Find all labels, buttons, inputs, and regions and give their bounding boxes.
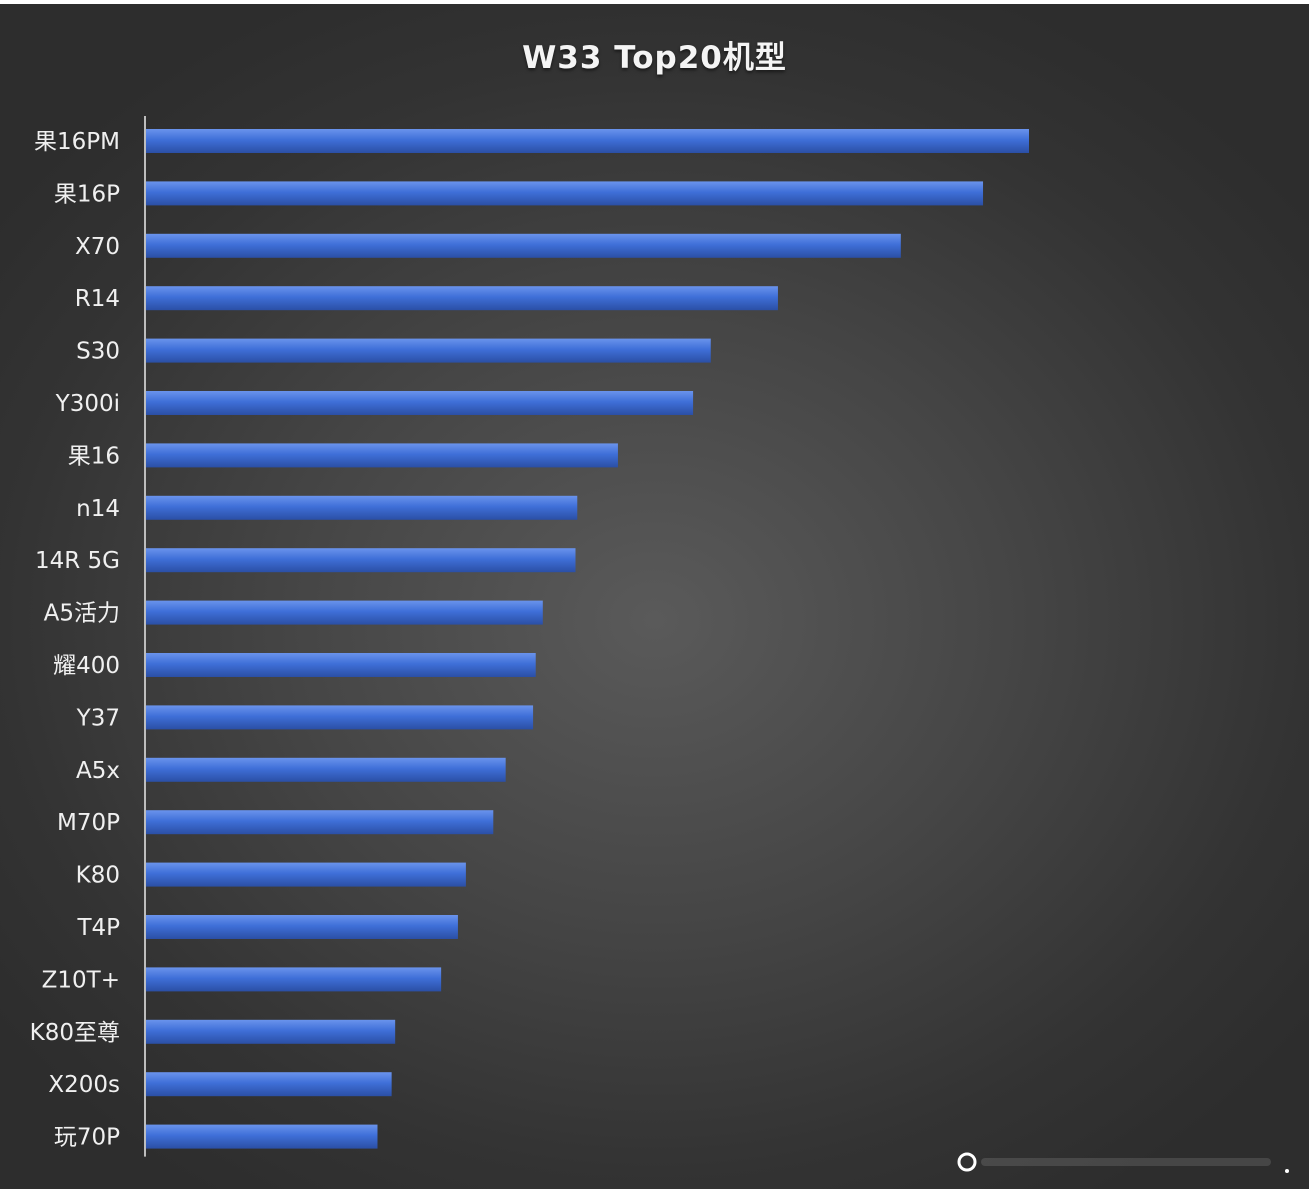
bar-12 bbox=[145, 705, 534, 730]
category-label: 14R 5G bbox=[35, 548, 120, 574]
category-label: Y37 bbox=[76, 705, 120, 731]
bar-14 bbox=[145, 810, 494, 835]
bar-4 bbox=[145, 286, 778, 311]
category-label: Y300i bbox=[55, 391, 120, 417]
chart-title: W33 Top20机型 bbox=[522, 40, 787, 76]
category-label: X200s bbox=[48, 1072, 120, 1098]
category-labels: 果16PM 果16P X70 R14 S30 Y300i 果16 n14 14R 5G A5活力耀… bbox=[30, 129, 120, 1151]
bar-19 bbox=[145, 1072, 392, 1097]
bar-18 bbox=[145, 1019, 396, 1044]
category-label: 耀400 bbox=[53, 653, 120, 679]
category-label: X70 bbox=[75, 234, 120, 260]
bar-16 bbox=[145, 915, 458, 939]
bar-7 bbox=[145, 443, 618, 468]
bar-6 bbox=[145, 391, 694, 415]
category-label: 果16 bbox=[68, 443, 120, 469]
category-label: K80 bbox=[76, 863, 120, 889]
bar-20 bbox=[145, 1124, 378, 1149]
bar-2 bbox=[145, 181, 984, 206]
category-label: n14 bbox=[76, 496, 120, 522]
bar-10 bbox=[145, 600, 543, 625]
bar-15 bbox=[145, 862, 466, 887]
category-label: A5x bbox=[76, 758, 120, 784]
category-label: R14 bbox=[75, 286, 120, 312]
category-label: A5活力 bbox=[44, 601, 120, 627]
bar-13 bbox=[145, 757, 506, 782]
bar-3 bbox=[145, 233, 901, 258]
bar-8 bbox=[145, 495, 578, 520]
chart-panel: W33 Top20机型 果16PM 果16P X70 R14 S30 Y300i 果16 n1… bbox=[0, 4, 1309, 1189]
category-label: 玩70P bbox=[54, 1125, 120, 1151]
category-label: S30 bbox=[76, 339, 120, 365]
category-label: T4P bbox=[76, 915, 120, 941]
bar-11 bbox=[145, 653, 536, 677]
category-label: M70P bbox=[57, 810, 120, 836]
bar-5 bbox=[145, 338, 711, 363]
bar-1 bbox=[145, 129, 1029, 153]
bar-chart: 果16PM 果16P X70 R14 S30 Y300i 果16 n14 14R 5G A5活力耀… bbox=[30, 116, 1029, 1157]
category-label: K80至尊 bbox=[30, 1020, 120, 1046]
category-label: 果16PM bbox=[34, 129, 120, 155]
bar-17 bbox=[145, 967, 442, 992]
category-label: 果16P bbox=[54, 181, 120, 207]
watermark-logo bbox=[957, 1152, 1289, 1173]
bar-9 bbox=[145, 548, 576, 573]
category-label: Z10T+ bbox=[42, 967, 120, 993]
bars-layer bbox=[145, 129, 1029, 1149]
